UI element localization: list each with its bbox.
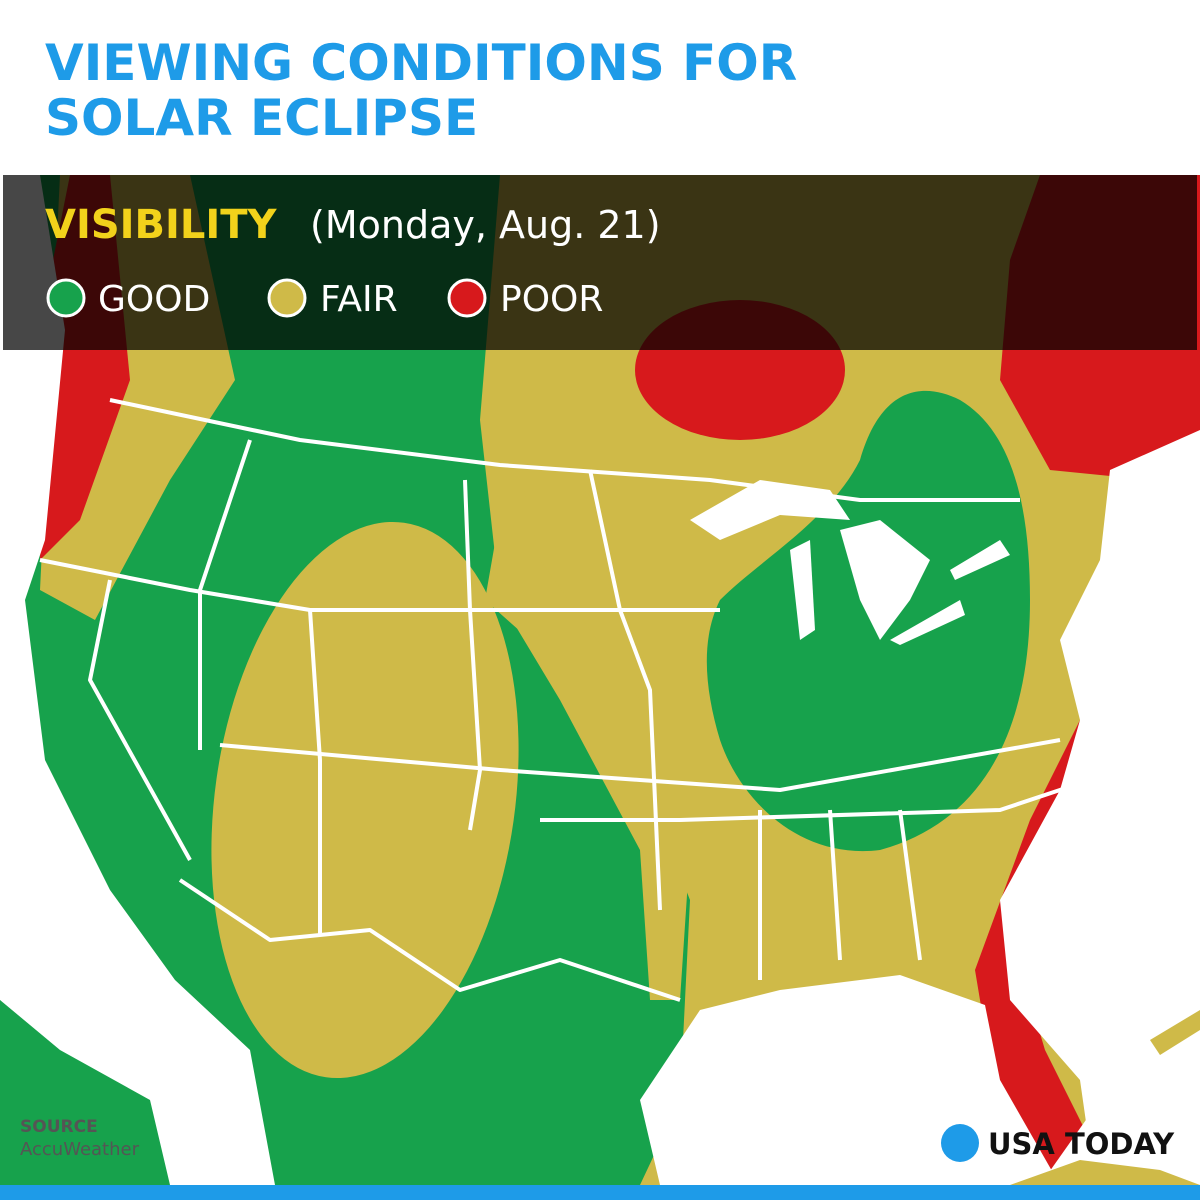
legend-swatch xyxy=(447,278,487,318)
border-line xyxy=(540,778,1091,822)
border-line xyxy=(39,558,720,612)
border-line xyxy=(463,479,482,831)
lake xyxy=(790,540,815,640)
legend-swatch xyxy=(46,278,86,318)
border-line xyxy=(219,738,1061,792)
title-line: VIEWING CONDITIONS FOR xyxy=(45,34,797,92)
legend-item: GOOD xyxy=(98,279,210,320)
legend-swatch xyxy=(267,278,307,318)
ocean xyxy=(0,175,275,1185)
legend-panel xyxy=(3,175,1197,350)
ocean xyxy=(1040,1060,1200,1185)
border-line xyxy=(588,469,662,911)
logo: USA TODAY xyxy=(988,1127,1175,1161)
logo-dot xyxy=(941,1124,979,1162)
lake xyxy=(840,520,930,640)
footer-bar xyxy=(0,1185,1200,1200)
fair-zone xyxy=(480,175,690,1000)
source-label: SOURCE xyxy=(20,1117,98,1137)
border-line xyxy=(198,439,252,750)
legend-item: POOR xyxy=(500,279,603,320)
border-line xyxy=(88,579,192,861)
great-lakes xyxy=(690,480,1010,645)
title: VIEWING CONDITIONS FOR SOLAR ECLIPSE xyxy=(45,34,797,147)
island xyxy=(1010,1160,1200,1185)
good-zone xyxy=(706,390,1030,852)
legend-date: (Monday, Aug. 21) xyxy=(310,203,661,247)
island xyxy=(1150,1010,1200,1055)
border-line xyxy=(308,609,322,935)
title-line: SOLAR ECLIPSE xyxy=(45,89,478,147)
lake xyxy=(890,600,965,645)
ocean xyxy=(1000,430,1200,1185)
legend-label: VISIBILITY xyxy=(45,202,278,248)
borders xyxy=(39,398,1091,1002)
border-line xyxy=(758,809,922,980)
lake xyxy=(950,540,1010,580)
legend-item: FAIR xyxy=(320,279,398,320)
border-line xyxy=(109,398,1020,502)
border-line xyxy=(178,878,681,1002)
good-zone xyxy=(0,1000,170,1185)
poor-zone xyxy=(975,720,1100,1190)
source-name: AccuWeather xyxy=(20,1139,140,1160)
legend: VISIBILITY (Monday, Aug. 21) GOOD FAIR P… xyxy=(45,202,661,320)
